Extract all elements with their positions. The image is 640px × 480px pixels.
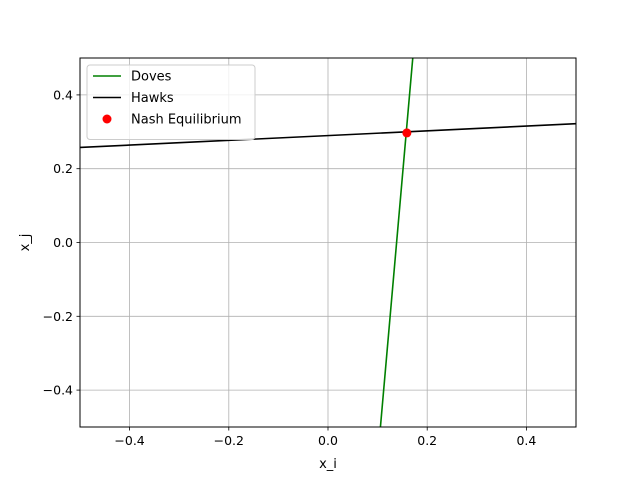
y-axis-label: x_j [18, 234, 33, 252]
doves-line [379, 58, 414, 427]
x-tick-label: 0.0 [318, 433, 338, 448]
y-tick-label: 0.2 [53, 161, 73, 176]
legend-swatch-nash-equilibrium [102, 114, 112, 124]
grid [80, 58, 576, 427]
y-tick-label: −0.2 [43, 309, 73, 324]
y-tick-label: 0.4 [53, 87, 73, 102]
x-axis-label: x_i [319, 457, 337, 472]
legend: Doves Hawks Nash Equilibrium [86, 64, 256, 140]
hawks-line [80, 122, 576, 149]
x-tick-label: −0.4 [114, 433, 144, 448]
x-tick-label: 0.2 [417, 433, 437, 448]
legend-label-doves: Doves [131, 70, 172, 85]
y-tick-label: −0.4 [43, 383, 73, 398]
x-tick-label: 0.4 [516, 433, 536, 448]
y-tick-label: 0.0 [53, 235, 73, 250]
x-tick-label: −0.2 [214, 433, 244, 448]
ticks: −0.4 −0.2 0.0 0.2 0.4 −0.4 −0.2 0.0 0.2 0.4 [43, 87, 537, 448]
legend-label-nash-equilibrium: Nash Equilibrium [131, 113, 242, 128]
legend-label-hawks: Hawks [131, 91, 174, 106]
legend-box [86, 64, 256, 140]
series-layer [80, 58, 576, 427]
nash-equilibrium-point [402, 128, 412, 138]
